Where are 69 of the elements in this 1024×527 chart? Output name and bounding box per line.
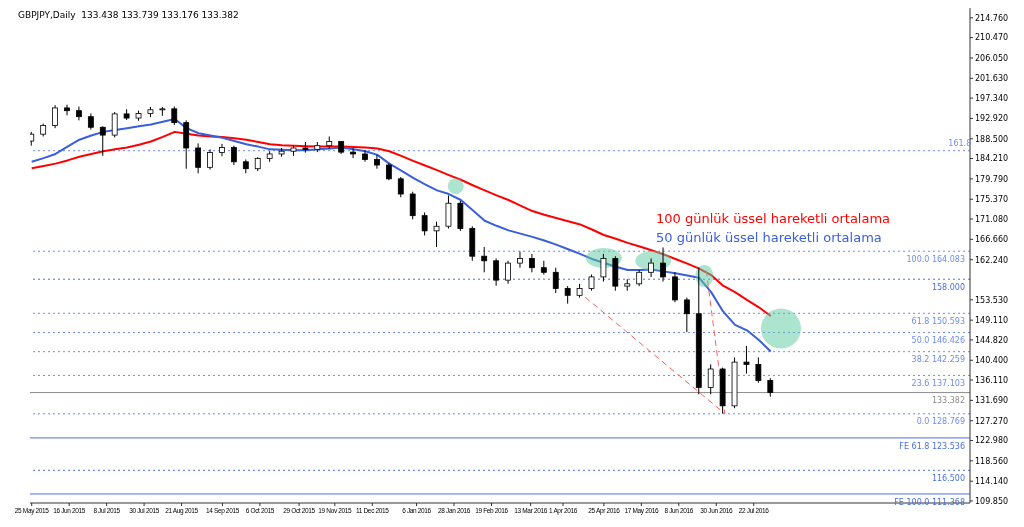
y-tick-label: 144.820 bbox=[975, 335, 1009, 345]
y-tick-label: 206.050 bbox=[975, 53, 1009, 63]
candlestick bbox=[350, 147, 356, 159]
candlestick bbox=[195, 142, 202, 174]
ref-line-label: 133.382 bbox=[931, 396, 965, 406]
y-tick-label: 162.240 bbox=[975, 255, 1009, 265]
y-tick-label: 131.690 bbox=[975, 396, 1009, 406]
candlestick bbox=[493, 257, 500, 287]
y-tick-label: 136.110 bbox=[975, 375, 1009, 385]
y-tick-label: 149.110 bbox=[975, 315, 1009, 325]
y-tick-label: 153.530 bbox=[975, 295, 1009, 305]
candlestick bbox=[409, 191, 416, 220]
y-tick-label: 109.850 bbox=[975, 496, 1009, 506]
candlestick bbox=[433, 221, 440, 248]
ref-line-label: 0.0 128.769 bbox=[916, 417, 965, 427]
y-tick-label: 166.660 bbox=[975, 235, 1009, 245]
y-tick-label: 127.270 bbox=[975, 416, 1009, 426]
y-tick-label: 179.790 bbox=[975, 174, 1009, 184]
ref-line-label: 38.2 142.259 bbox=[911, 355, 965, 365]
candlestick bbox=[207, 148, 213, 171]
y-tick-label: 140.400 bbox=[975, 356, 1009, 366]
candlestick bbox=[683, 297, 690, 333]
candlestick bbox=[767, 377, 774, 398]
ref-line-label: FE 61.8 123.536 bbox=[899, 441, 965, 451]
candlestick bbox=[505, 260, 511, 285]
candlestick bbox=[552, 267, 559, 294]
candlestick bbox=[755, 356, 762, 384]
y-tick-label: 197.340 bbox=[975, 93, 1009, 103]
ref-line-label: 61.8 150.593 bbox=[911, 317, 965, 326]
candlestick bbox=[171, 106, 178, 126]
candlestick bbox=[445, 194, 452, 230]
y-tick-label: 188.500 bbox=[975, 134, 1009, 144]
candlestick bbox=[230, 145, 237, 166]
candlestick bbox=[397, 176, 404, 198]
ref-line-label: 50.0 146.426 bbox=[911, 336, 965, 346]
candlestick bbox=[52, 104, 58, 129]
candlestick bbox=[374, 154, 380, 170]
candlestick bbox=[707, 363, 714, 395]
candlestick bbox=[648, 257, 654, 278]
ref-line-label: FE 100.0 111.368 bbox=[894, 497, 965, 507]
series-label: 50 günlük üssel hareketli ortalama bbox=[656, 230, 882, 245]
candlestick bbox=[660, 246, 666, 283]
candlestick bbox=[99, 125, 106, 157]
candlestick bbox=[421, 211, 428, 236]
candlestick bbox=[219, 143, 225, 157]
y-tick-label: 171.080 bbox=[975, 214, 1009, 224]
chart-title: GBPJPY,Daily 133.438 133.739 133.176 133.382 bbox=[18, 10, 239, 20]
y-tick-label: 114.140 bbox=[975, 477, 1009, 487]
y-tick-label: 210.470 bbox=[975, 33, 1009, 43]
ref-line-label: 158.000 bbox=[931, 282, 965, 292]
y-tick-label: 184.210 bbox=[975, 154, 1009, 164]
y-tick-label: 122.980 bbox=[975, 436, 1009, 446]
candlestick bbox=[111, 111, 118, 138]
candlestick bbox=[64, 104, 70, 116]
candlestick bbox=[481, 246, 488, 273]
y-tick-label: 118.560 bbox=[975, 456, 1009, 466]
ref-line-label: 116.500 bbox=[931, 473, 965, 483]
y-tick-label: 214.760 bbox=[975, 13, 1009, 23]
y-tick-label: 175.370 bbox=[975, 195, 1009, 205]
ref-line-label: 23.6 137.103 bbox=[911, 379, 965, 389]
candlestick bbox=[529, 253, 535, 273]
candlestick bbox=[517, 251, 523, 269]
candlestick bbox=[600, 253, 607, 283]
series-label: 100 günlük üssel hareketli ortalama bbox=[656, 211, 891, 226]
ref-line-label: 100.0 164.083 bbox=[906, 254, 965, 264]
candlestick bbox=[672, 271, 678, 303]
y-tick-label: 201.630 bbox=[975, 74, 1009, 84]
y-tick-label: 192.920 bbox=[975, 114, 1009, 124]
candlestick bbox=[743, 345, 750, 375]
